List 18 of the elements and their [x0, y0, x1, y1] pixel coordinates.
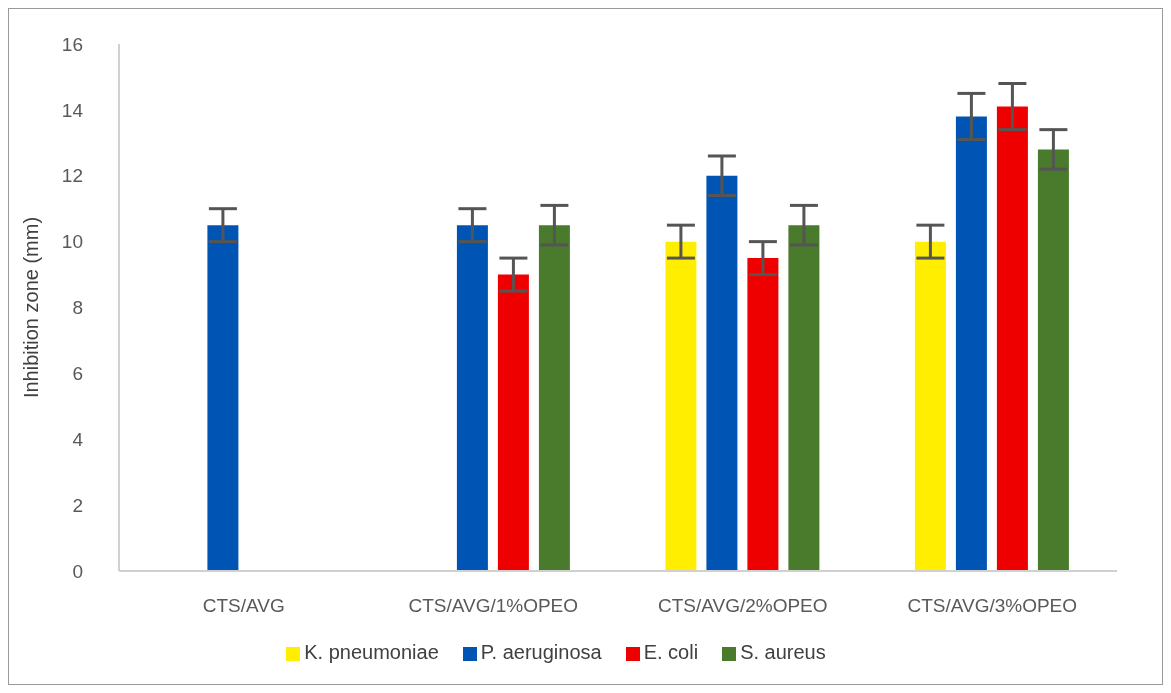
- legend-label: E. coli: [643, 641, 699, 663]
- y-tick-label: 8: [72, 297, 83, 319]
- y-tick-label: 10: [61, 231, 83, 253]
- x-tick-label: CTS/AVG: [202, 595, 285, 617]
- legend-label: P. aeruginosa: [480, 641, 602, 663]
- y-tick-label: 12: [61, 165, 83, 187]
- legend-label: K. pneumoniae: [304, 641, 439, 663]
- x-tick-label: CTS/AVG/1%OPEO: [408, 595, 579, 617]
- y-axis-title: Inhibition zone (mm): [20, 216, 43, 399]
- y-tick-label: 16: [61, 33, 83, 55]
- y-tick-label: 2: [72, 494, 83, 516]
- y-tick-label: 6: [72, 363, 83, 385]
- y-tick-label: 0: [72, 560, 83, 582]
- x-tick-label: CTS/AVG/3%OPEO: [907, 595, 1078, 617]
- legend-label: S. aureus: [740, 641, 826, 663]
- y-tick-label: 4: [72, 428, 84, 450]
- x-tick-label: CTS/AVG/2%OPEO: [657, 595, 828, 617]
- y-tick-label: 14: [61, 99, 84, 121]
